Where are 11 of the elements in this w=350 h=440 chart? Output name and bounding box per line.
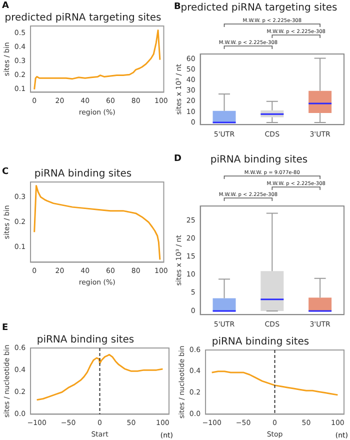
text: C: [2, 166, 9, 177]
chart-title: piRNA binding sites: [34, 168, 132, 180]
chart-title: piRNA binding sites: [212, 336, 310, 348]
text: E: [2, 322, 8, 333]
text: B: [174, 2, 181, 12]
chart-title: piRNA binding sites: [210, 154, 308, 166]
chart-title: piRNA binding sites: [36, 334, 134, 346]
text: A: [2, 0, 9, 11]
chart-title: predicted piRNA targeting sites: [4, 12, 162, 24]
chart-title: predicted piRNA targeting sites: [180, 2, 338, 14]
text: D: [174, 154, 182, 164]
